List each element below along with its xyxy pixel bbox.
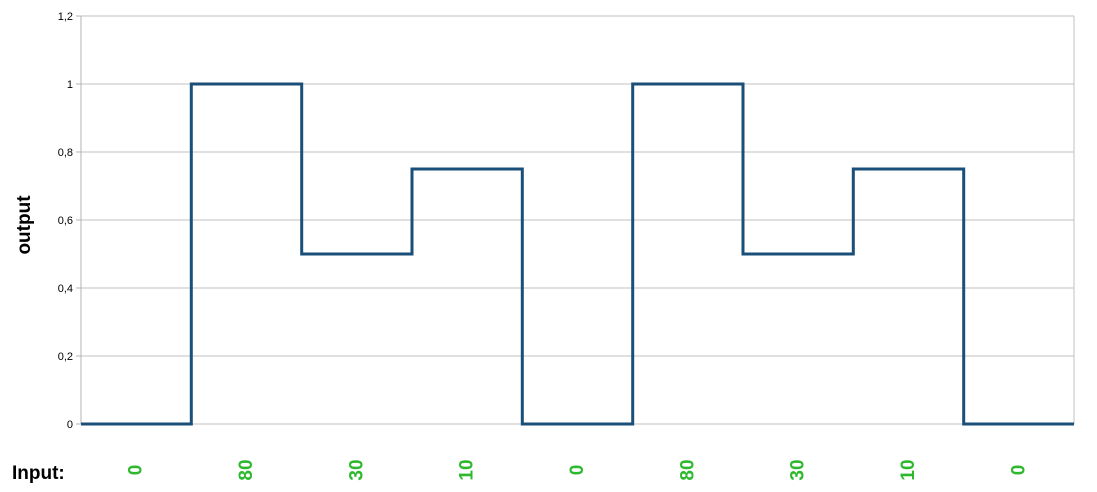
series	[81, 82, 1074, 426]
x-axis-label: Input:	[12, 463, 65, 484]
input-value-label: 0	[126, 465, 147, 476]
y-tick-labels: 0 0,2 0,4 0,6 0,8 1 1,2	[58, 11, 73, 431]
series-line	[81, 82, 1074, 426]
y-tick-label: 0,2	[58, 351, 73, 363]
input-value-label: 80	[677, 459, 698, 480]
y-tick-label: 0,4	[58, 283, 73, 295]
input-value-label: 80	[236, 459, 257, 480]
y-tick-label: 1,2	[58, 11, 73, 23]
input-value-label: 30	[346, 459, 367, 480]
y-tick-label: 0,8	[58, 147, 73, 159]
gridlines	[76, 15, 1075, 425]
y-axis-label: output	[14, 195, 35, 255]
input-value-label: 10	[457, 459, 478, 480]
y-tick-label: 0,6	[58, 215, 73, 227]
input-value-labels: 0 80 30 10 0 80 30 10 0	[126, 459, 1030, 480]
input-value-label: 0	[1008, 465, 1029, 476]
input-value-label: 30	[788, 459, 809, 480]
y-tick-label: 1	[67, 79, 73, 91]
input-value-label: 0	[567, 465, 588, 476]
y-tick-label: 0	[67, 419, 73, 431]
input-value-label: 10	[898, 459, 919, 480]
